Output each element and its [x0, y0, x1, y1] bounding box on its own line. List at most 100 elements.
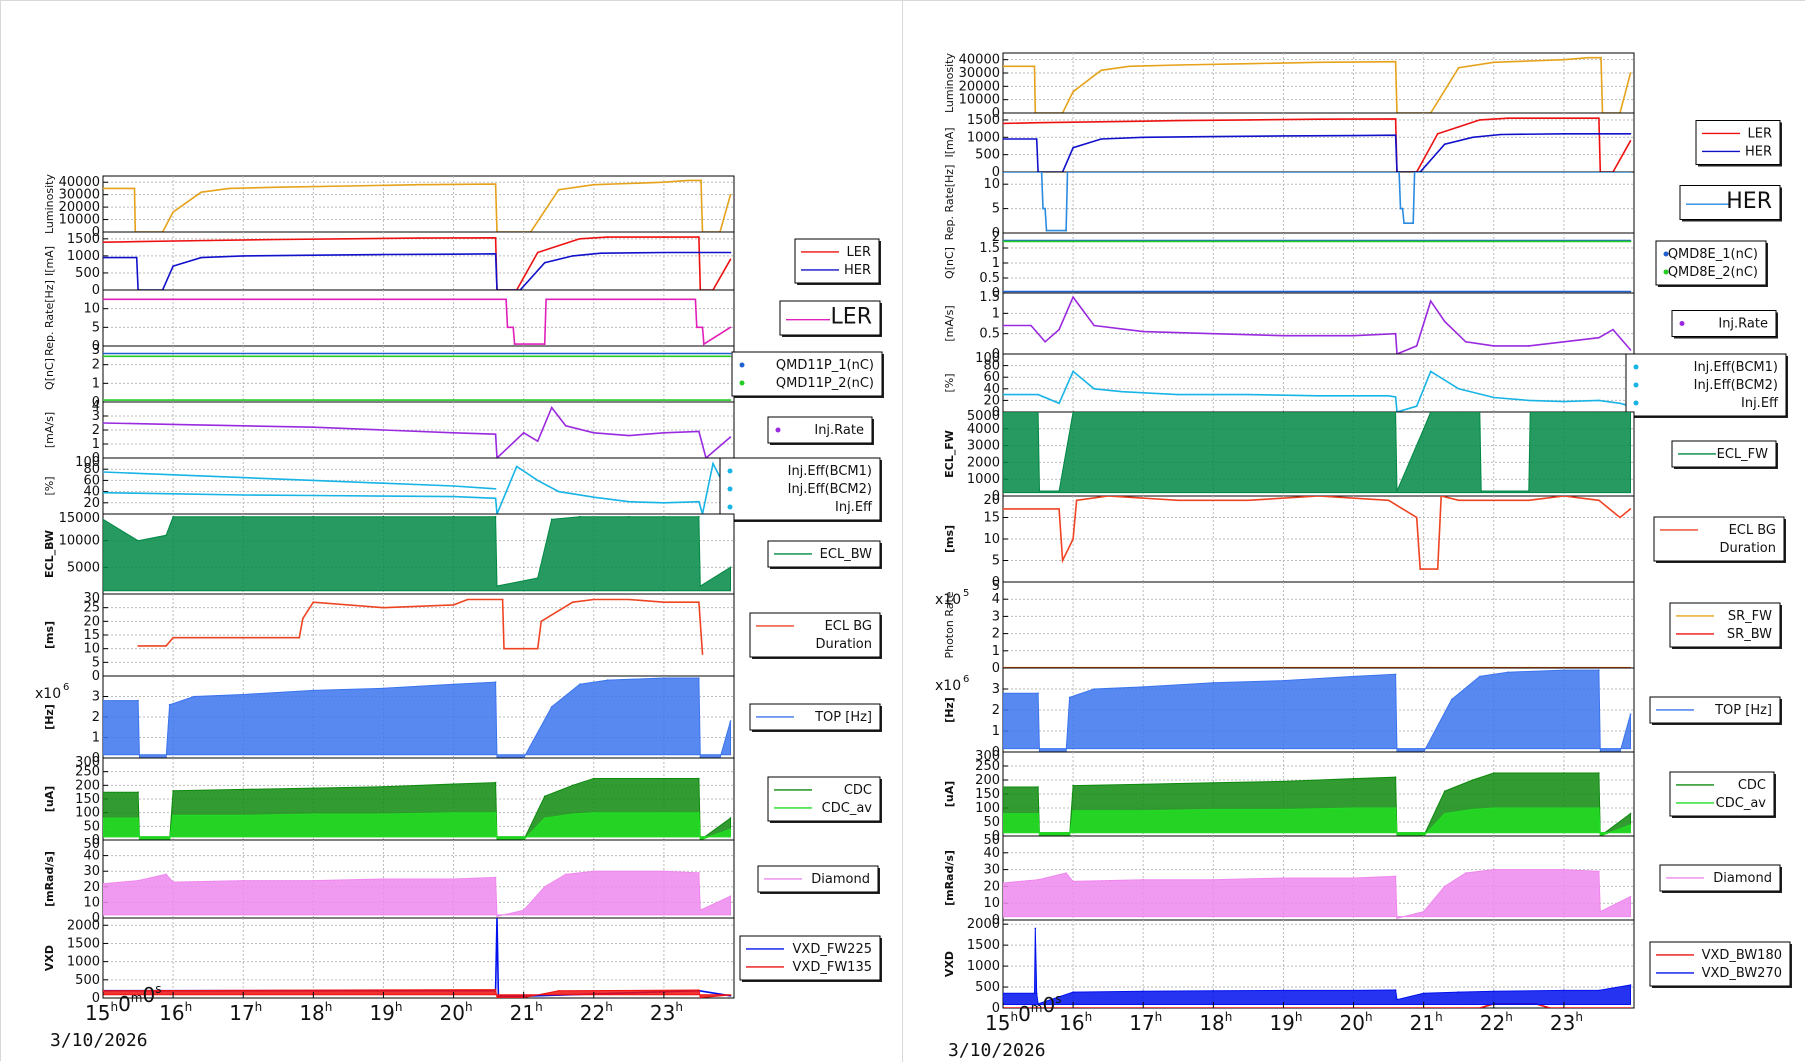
data-point — [701, 653, 704, 655]
data-point — [452, 811, 455, 814]
y-tick-label: 0 — [992, 575, 1000, 590]
data-point — [1471, 136, 1474, 139]
panel-ecl-bg: 20 15 10 5 0 [ms] ECL BG Duration — [943, 493, 1786, 590]
data-point — [515, 465, 518, 468]
data-point — [522, 909, 525, 911]
series-trace-line — [1003, 56, 1632, 113]
y-axis-label: [mA/s] — [43, 412, 56, 448]
data-point — [543, 795, 546, 798]
data-point — [312, 515, 315, 518]
y-tick-label: 30000 — [59, 188, 100, 203]
x-tick-label: 16h — [1059, 1010, 1092, 1035]
y-tick-label: 0 — [92, 911, 100, 926]
y-tick-label: 10 — [983, 896, 1000, 911]
data-point — [1100, 69, 1102, 72]
data-point — [172, 881, 174, 883]
data-point — [1003, 412, 1004, 413]
data-point — [1436, 568, 1439, 570]
data-point — [1394, 60, 1397, 63]
y-tick-label: 20 — [83, 496, 100, 511]
data-point — [698, 872, 700, 874]
data-point — [1528, 490, 1530, 492]
legend: SR_FW SR_BW — [1669, 602, 1782, 649]
series-her-line — [1003, 133, 1631, 172]
legend-marker — [1633, 382, 1639, 388]
data-point — [1282, 334, 1285, 337]
data-point — [1212, 681, 1215, 684]
data-point — [1598, 336, 1600, 339]
data-point — [1003, 812, 1004, 815]
data-point — [1003, 393, 1004, 396]
data-point — [1003, 692, 1004, 694]
data-point — [1037, 812, 1039, 815]
data-point — [536, 647, 539, 650]
data-point — [312, 426, 315, 429]
data-point — [1121, 390, 1123, 393]
y-tick-label: 10 — [83, 642, 100, 657]
data-point — [663, 870, 665, 872]
data-point — [1599, 910, 1602, 913]
data-point — [137, 817, 139, 819]
data-point — [1100, 138, 1102, 140]
series-inj-eff-bcm1--line — [103, 461, 732, 514]
y-axis-label: I[mA] — [43, 246, 56, 276]
data-point — [501, 598, 504, 601]
data-point — [494, 811, 497, 814]
legend-label: TOP [Hz] — [1714, 703, 1772, 718]
legend-label: QMD11P_1(nC) — [776, 358, 874, 373]
y-axis-label: [uA] — [43, 786, 56, 812]
data-point — [1282, 679, 1285, 682]
data-point — [1061, 559, 1064, 562]
data-point — [1282, 808, 1285, 811]
data-point — [1177, 499, 1180, 502]
legend-label: ECL_BW — [820, 547, 872, 562]
data-point — [103, 187, 104, 190]
legend-label: Inj.Eff(BCM2) — [788, 482, 872, 497]
legend-label: QMD8E_2(nC) — [1668, 265, 1758, 280]
legend-marker — [775, 427, 781, 433]
data-point — [135, 256, 138, 259]
panel-top-hz-: 3 2 1 0 [Hz] x10 6 TOP [Hz] — [35, 675, 882, 766]
data-point — [466, 598, 469, 601]
y-tick-label: 5000 — [67, 560, 100, 575]
data-point — [1629, 812, 1632, 815]
data-point — [103, 791, 104, 793]
data-point — [312, 601, 315, 603]
x-tick-label: 15h0m0s — [85, 982, 162, 1025]
data-point — [1528, 499, 1530, 502]
y-tick-label: 0 — [92, 283, 100, 298]
data-point — [172, 211, 174, 213]
data-point — [1142, 686, 1144, 688]
legend-label: LER — [1748, 126, 1773, 141]
y-tick-label: 300 — [975, 749, 1000, 764]
data-point — [1093, 688, 1095, 690]
data-point — [1142, 878, 1144, 881]
y-tick-label: 3 — [92, 409, 100, 424]
legend-marker — [1633, 400, 1639, 406]
data-point — [663, 181, 665, 183]
data-point — [382, 482, 385, 485]
legend-marker — [739, 380, 745, 386]
y-tick-label: 40000 — [59, 175, 100, 190]
y-tick-label: 1.5 — [979, 241, 1000, 256]
y-tick-label: 2 — [92, 423, 100, 438]
data-point — [729, 566, 732, 569]
data-point — [1493, 990, 1495, 992]
y-axis-label: VXD — [43, 945, 56, 971]
data-point — [513, 343, 516, 345]
y-tick-label: 100 — [75, 455, 100, 470]
legend: ECL_BW — [767, 540, 882, 569]
data-point — [557, 188, 560, 191]
legend: LER HER — [1695, 120, 1782, 167]
data-point — [242, 814, 244, 817]
y-tick-label: 15 — [83, 628, 100, 643]
data-point — [628, 182, 630, 185]
data-point — [1177, 393, 1180, 396]
data-point — [1394, 134, 1397, 136]
data-point — [312, 787, 315, 789]
data-point — [103, 699, 104, 702]
data-point — [557, 490, 560, 493]
data-point — [712, 462, 714, 465]
data-point — [103, 817, 104, 819]
